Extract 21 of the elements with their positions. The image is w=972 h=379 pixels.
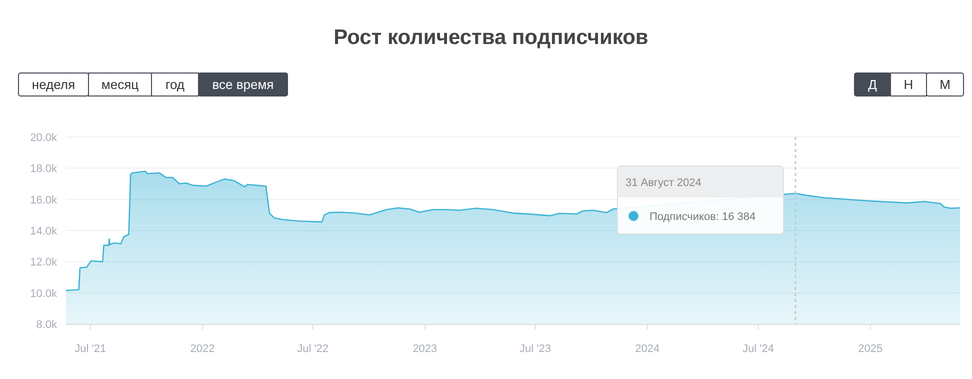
x-tick-label: Jul '21 [74,343,106,355]
x-tick-label: Jul '23 [520,343,551,355]
annotation: Подписчиков: 16 384 [649,211,756,223]
y-tick-label: 16.0k [30,194,58,206]
interval-toggle: Д Н М [854,72,964,96]
y-tick-label: 14.0k [30,226,58,238]
x-tick-label: Jul '22 [297,343,329,355]
y-tick-label: 8.0k [36,319,58,331]
x-tick-label: 2022 [190,343,215,355]
x-tick-label: 2025 [858,343,883,355]
y-tick-label: 18.0k [30,163,58,176]
y-tick-label: 20.0k [30,132,58,144]
y-tick-label: 12.0k [30,256,58,269]
tooltip: 31 Август 2024 Подписчиков: 16 384 [616,166,784,234]
period-toggle: неделя месяц год все время [18,72,288,96]
annotation: 31 Август 2024 [625,177,702,189]
x-tick-label: 2024 [635,343,660,355]
x-tick-label: 2023 [412,343,438,355]
x-tick-label: Jul '24 [742,343,774,355]
chart-title: Рост количества подписчиков [334,26,648,49]
y-tick-label: 10.0k [30,288,58,300]
